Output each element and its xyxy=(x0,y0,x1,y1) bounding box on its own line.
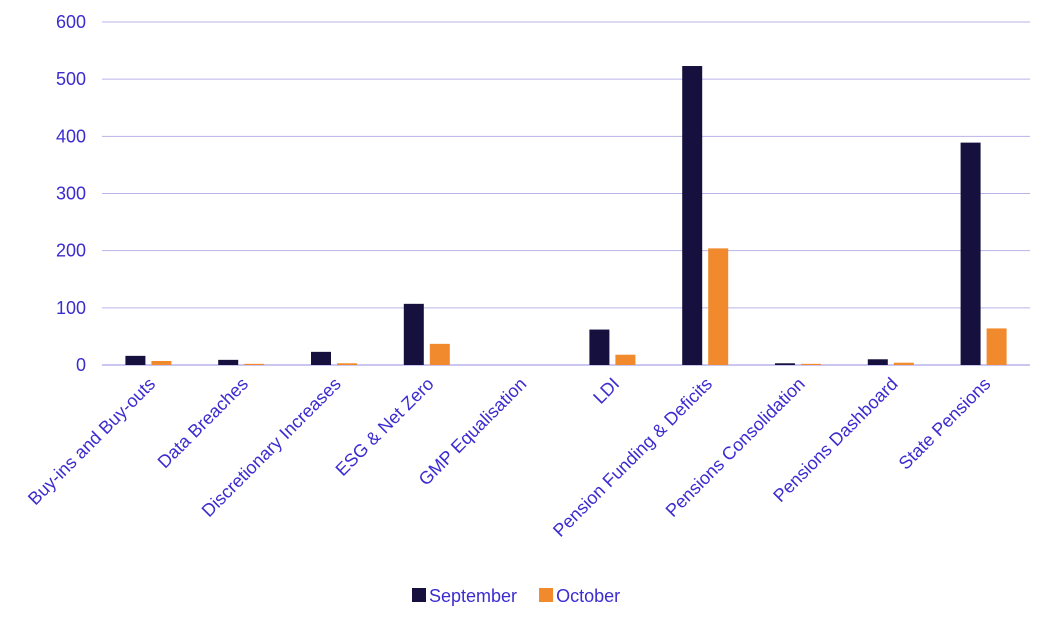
bar-september xyxy=(403,303,424,365)
bar-september xyxy=(218,359,239,365)
y-tick-label: 500 xyxy=(56,69,86,89)
y-tick-label: 300 xyxy=(56,184,86,204)
y-tick-label: 100 xyxy=(56,298,86,318)
bar-september xyxy=(589,329,610,365)
x-tick-label: Pension Funding & Deficits xyxy=(549,374,716,541)
bar-october xyxy=(986,328,1007,365)
y-tick-label: 600 xyxy=(56,12,86,32)
x-tick-label: LDI xyxy=(589,374,623,408)
bar-october xyxy=(337,363,357,365)
legend: September October xyxy=(412,586,620,606)
legend-swatch-september xyxy=(412,588,426,602)
bar-september xyxy=(311,351,331,365)
y-tick-label: 400 xyxy=(56,126,86,146)
y-tick-label: 200 xyxy=(56,241,86,261)
bar-october xyxy=(801,363,821,365)
bar-october xyxy=(893,362,914,365)
bar-september xyxy=(775,363,795,365)
bars xyxy=(125,66,1007,365)
bar-october xyxy=(429,343,450,365)
x-tick-label: Buy-ins and Buy-outs xyxy=(24,374,159,509)
bar-october xyxy=(708,248,729,365)
y-tick-label: 0 xyxy=(76,355,86,375)
bar-september xyxy=(682,66,703,365)
y-axis-ticks: 0 100 200 300 400 500 600 xyxy=(56,12,86,375)
gridlines xyxy=(102,21,1030,366)
x-tick-label: ESG & Net Zero xyxy=(332,374,438,480)
x-tick-label: State Pensions xyxy=(895,374,995,474)
bar-september xyxy=(867,359,888,365)
bar-october xyxy=(615,354,636,365)
legend-label-september: September xyxy=(429,586,517,606)
x-tick-label: Data Breaches xyxy=(154,374,252,472)
bar-october xyxy=(244,363,265,365)
bar-september xyxy=(960,142,981,365)
bar-october xyxy=(151,360,172,365)
legend-label-october: October xyxy=(556,586,620,606)
legend-swatch-october xyxy=(539,588,554,602)
bar-september xyxy=(125,355,146,365)
